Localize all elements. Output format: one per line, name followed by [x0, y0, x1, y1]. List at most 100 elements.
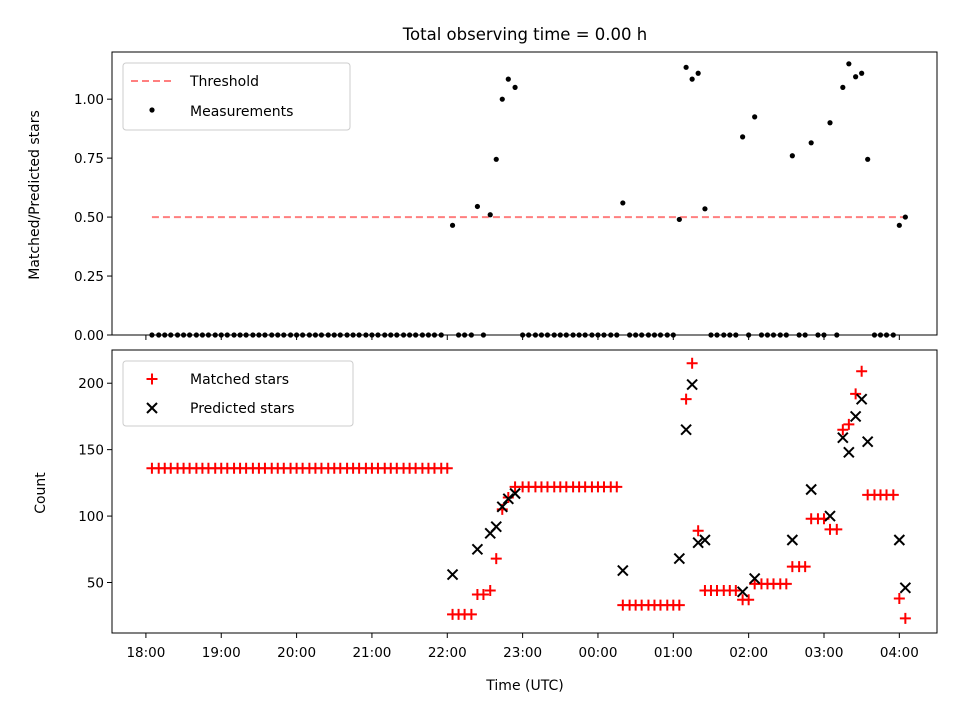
measurements-point [505, 76, 511, 82]
matched-stars-point [743, 594, 755, 606]
matched-stars-point [490, 553, 502, 565]
matched-stars-point [799, 561, 811, 573]
matched-stars-point [887, 489, 899, 501]
predicted-stars-point [736, 586, 749, 598]
measurements-point [676, 216, 682, 223]
x-tick-label: 00:00 [579, 645, 618, 661]
measurements-point [620, 200, 626, 206]
matched-stars-point [611, 481, 623, 493]
chart-title: Total observing time = 0.00 h [402, 25, 647, 44]
predicted-stars-point [686, 378, 698, 391]
matched-stars-point [780, 578, 792, 590]
bottom-y-tick-label: 100 [78, 509, 104, 525]
top-y-axis-label: Matched/Predicted stars [27, 110, 43, 280]
measurements-point [827, 120, 833, 126]
matched-stars-point [484, 584, 496, 596]
bottom-series-layer [146, 357, 912, 624]
legend-matched-swatch [146, 373, 158, 385]
top-y-tick-label: 0.50 [74, 210, 104, 226]
measurements-point [902, 214, 908, 220]
top-plot-frame [111, 51, 938, 336]
x-tick-label: 03:00 [805, 645, 844, 661]
predicted-stars-point [824, 510, 836, 522]
measurements-point [493, 156, 499, 162]
matched-stars-point [680, 393, 692, 405]
matched-stars-point [477, 588, 489, 600]
measurements-point [487, 212, 493, 218]
measurements-point [474, 203, 481, 210]
legend-measurements-label: Measurements [190, 104, 293, 120]
predicted-stars-point [893, 534, 906, 546]
measurements-point [683, 64, 689, 70]
bottom-plot-frame [111, 349, 938, 634]
x-tick-label: 18:00 [126, 645, 165, 661]
measurements-point [449, 222, 456, 228]
bottom-y-tick-label: 200 [78, 376, 104, 392]
measurements-point [853, 74, 859, 80]
measurements-point [896, 222, 902, 228]
predicted-stars-point [673, 552, 686, 565]
x-tick-label: 01:00 [654, 645, 693, 661]
matched-stars-point [686, 357, 698, 369]
predicted-stars-point [843, 446, 855, 459]
predicted-stars-point [861, 435, 874, 448]
predicted-stars-point [502, 493, 515, 505]
legend-threshold-label: Threshold [189, 74, 259, 90]
measurements-point [702, 206, 708, 212]
top-y-tick-label: 1.00 [74, 92, 104, 108]
measurements-point [499, 96, 505, 102]
predicted-stars-point [617, 564, 629, 577]
matched-stars-point [465, 608, 477, 620]
measurements-point [789, 153, 795, 159]
legend-matched-label: Matched stars [190, 372, 289, 388]
bottom-legend-box [122, 360, 354, 427]
legend-predicted-swatch [146, 402, 158, 414]
matched-stars-point [692, 525, 704, 537]
measurements-point [740, 134, 746, 140]
bottom-x-axis-label: Time (UTC) [485, 678, 563, 694]
x-tick-label: 23:00 [503, 645, 542, 661]
matched-stars-point [673, 599, 685, 611]
bottom-y-tick-label: 150 [78, 443, 104, 459]
predicted-stars-point [490, 521, 502, 533]
top-y-tick-label: 0.75 [74, 151, 104, 167]
ratio-panel: Total observing time = 0.00 h Matched/Pr… [27, 25, 938, 344]
predicted-stars-point [446, 568, 459, 581]
measurements-point [689, 76, 695, 82]
matched-stars-point [843, 418, 855, 430]
top-legend: Threshold Measurements [122, 62, 351, 131]
predicted-stars-point [855, 393, 868, 405]
matched-stars-point [856, 365, 868, 377]
matched-stars-point [831, 523, 843, 535]
bottom-ticks: 50 100 150 200 18:00 19:00 20:00 21:00 22:00 23:0… [78, 376, 919, 661]
measurements-point [808, 140, 814, 146]
x-tick-label: 22:00 [428, 645, 467, 661]
legend-predicted-label: Predicted stars [190, 401, 295, 417]
top-legend-box [122, 62, 351, 131]
measurements-point [512, 84, 518, 90]
measurements-point [846, 61, 852, 67]
predicted-stars-point [699, 534, 711, 546]
legend-measurements-swatch [149, 107, 155, 113]
measurements-point [840, 84, 846, 90]
count-panel: Count Time (UTC) 50 100 150 200 18:00 19:00 20… [33, 349, 938, 694]
predicted-stars-point [899, 582, 912, 594]
predicted-stars-point [849, 410, 862, 423]
bottom-legend: Matched stars Predicted stars [122, 360, 354, 427]
x-tick-label: 21:00 [352, 645, 391, 661]
measurements-point [865, 156, 871, 162]
matched-stars-point [837, 424, 849, 436]
predicted-stars-point [748, 572, 761, 585]
predicted-stars-point [692, 536, 704, 549]
matched-stars-point [730, 584, 742, 596]
measurements-point [752, 114, 758, 120]
predicted-stars-point [496, 501, 508, 513]
measurements-point [695, 70, 701, 76]
predicted-stars-point [805, 483, 817, 496]
predicted-stars-point [786, 534, 799, 546]
measurements-point [859, 70, 865, 76]
predicted-stars-point [509, 487, 521, 500]
x-tick-label: 20:00 [277, 645, 316, 661]
x-tick-label: 04:00 [880, 645, 919, 661]
